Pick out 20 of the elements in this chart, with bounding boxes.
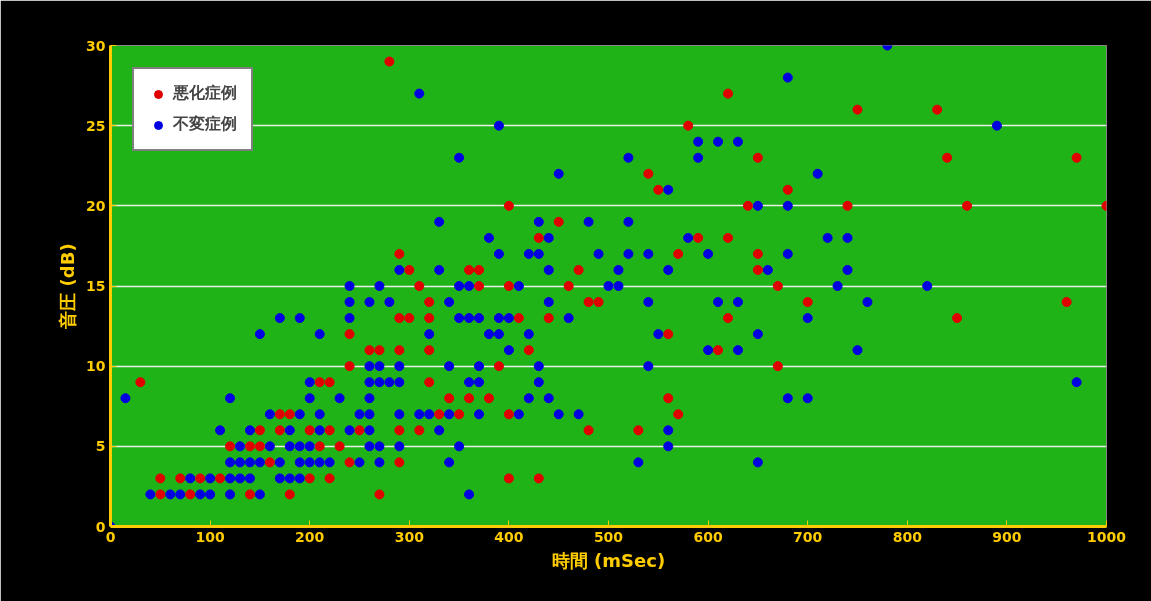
x-axis-title: 時間 (mSec)	[551, 549, 666, 571]
y-axis-title: 音圧 (dB)	[57, 243, 79, 330]
x-tick-label: 1000	[1087, 528, 1127, 545]
x-tick-label: 400	[494, 528, 524, 545]
y-tick-label: 30	[86, 37, 106, 54]
x-tick-label: 500	[593, 528, 624, 545]
x-tick-label: 300	[394, 528, 425, 545]
x-tick-label: 900	[992, 528, 1022, 545]
x-tick-label: 700	[793, 528, 823, 545]
x-tick-label: 800	[892, 528, 923, 545]
x-tick-label: 600	[693, 528, 723, 545]
legend-label: 不変症例	[173, 114, 237, 135]
y-tick-label: 20	[86, 197, 106, 214]
y-tick-label: 5	[95, 438, 106, 455]
y-tick-label: 15	[86, 278, 106, 294]
x-tick-label: 200	[295, 528, 325, 545]
y-tick-label: 10	[86, 358, 106, 375]
legend-label: 悪化症例	[173, 83, 237, 104]
y-tick-label: 25	[86, 117, 106, 134]
x-tick-label: 100	[195, 528, 225, 545]
